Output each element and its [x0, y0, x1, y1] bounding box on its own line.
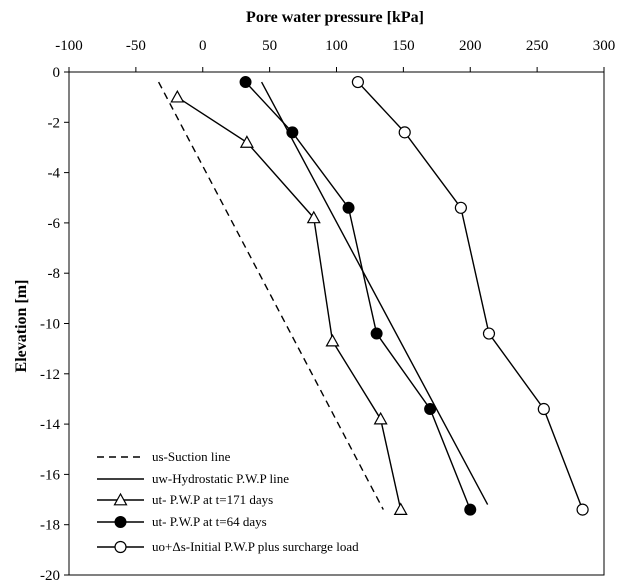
- series-2: [170, 89, 408, 516]
- data-point-open-circle: [114, 540, 127, 554]
- y-tick-label: -6: [48, 216, 61, 232]
- data-point-open-circle: [482, 327, 496, 340]
- data-point-filled-circle: [114, 516, 127, 528]
- legend-label: us-Suction line: [152, 449, 231, 464]
- x-tick-label: 200: [459, 38, 482, 54]
- y-axis-title: Elevation [m]: [13, 280, 30, 373]
- x-axis-title: Pore water pressure [kPa]: [246, 9, 424, 26]
- legend-entry: ut- P.W.P at t=64 days: [97, 514, 267, 529]
- data-point-open-circle: [351, 75, 364, 89]
- series-3: [239, 76, 477, 516]
- legend-label: ut- P.W.P at t=171 days: [152, 492, 273, 507]
- legend-entry: uo+Δs-Initial P.W.P plus surcharge load: [97, 539, 359, 554]
- y-tick-label: -8: [48, 266, 61, 282]
- legend-entry: ut- P.W.P at t=171 days: [97, 492, 273, 507]
- legend-label: uw-Hydrostatic P.W.P line: [152, 471, 289, 486]
- y-tick-label: -10: [40, 317, 60, 333]
- series-1: [260, 81, 489, 505]
- legend-label: uo+Δs-Initial P.W.P plus surcharge load: [152, 539, 359, 554]
- data-point-filled-circle: [286, 126, 299, 139]
- legend-entry: us-Suction line: [97, 449, 231, 464]
- y-tick-label: -2: [48, 115, 61, 131]
- y-tick-label: -20: [40, 568, 60, 584]
- x-tick-label: 150: [392, 38, 415, 54]
- data-point-filled-circle: [342, 201, 355, 214]
- series-line: [357, 81, 584, 510]
- y-tick-label: -16: [40, 467, 60, 483]
- series-line: [157, 81, 384, 510]
- x-tick-label: -100: [55, 38, 83, 54]
- legend: us-Suction line uw-Hydrostatic P.W.P line…: [97, 449, 359, 554]
- x-tick-label: 250: [526, 38, 549, 54]
- data-point-filled-circle: [464, 503, 477, 516]
- y-tick-label: 0: [53, 65, 61, 81]
- series-line: [245, 81, 471, 510]
- series-4: [351, 75, 589, 516]
- data-point-filled-circle: [370, 327, 383, 340]
- x-tick-label: -50: [126, 38, 146, 54]
- legend-entry: uw-Hydrostatic P.W.P line: [97, 471, 289, 486]
- data-point-triangle: [373, 411, 388, 425]
- data-point-triangle: [239, 135, 254, 148]
- data-point-open-circle: [398, 126, 411, 139]
- data-point-filled-circle: [239, 76, 252, 89]
- data-point-open-circle: [454, 201, 467, 214]
- plot-frame: [68, 71, 605, 576]
- data-point-open-circle: [576, 503, 589, 516]
- x-tick-label: 100: [325, 38, 348, 54]
- series-0: [157, 81, 384, 510]
- data-point-triangle: [393, 502, 408, 516]
- legend-label: ut- P.W.P at t=64 days: [152, 514, 267, 529]
- y-tick-label: -14: [40, 417, 60, 433]
- data-point-triangle: [306, 210, 321, 224]
- series-line: [176, 96, 402, 510]
- data-point-triangle: [170, 89, 185, 103]
- x-tick-label: 300: [593, 38, 616, 54]
- data-point-triangle: [113, 492, 128, 506]
- x-tick-label: 0: [199, 38, 207, 54]
- data-point-open-circle: [537, 402, 550, 416]
- x-tick-label: 50: [262, 38, 277, 54]
- y-tick-label: -12: [40, 367, 60, 383]
- series-line: [260, 81, 489, 505]
- data-point-triangle: [325, 333, 340, 347]
- y-tick-label: -18: [40, 518, 60, 534]
- y-tick-label: -4: [48, 166, 61, 182]
- data-point-filled-circle: [424, 403, 437, 416]
